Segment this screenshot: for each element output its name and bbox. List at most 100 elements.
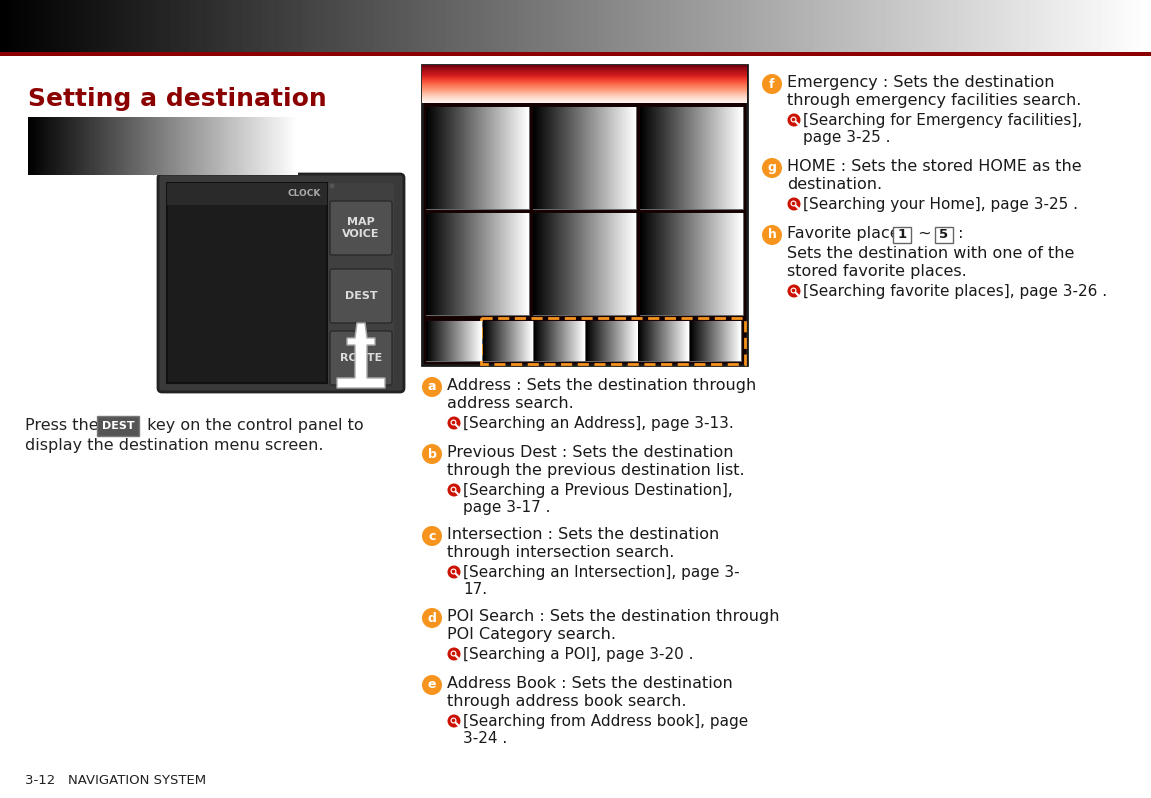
Bar (640, 213, 744, 315)
Text: d: d (435, 219, 444, 232)
Text: h: h (488, 326, 496, 336)
Text: 5: 5 (710, 334, 721, 348)
Text: d: d (427, 611, 436, 625)
Bar (167, 183, 327, 205)
Text: [Searching your Home], page 3-25 .: [Searching your Home], page 3-25 . (803, 197, 1078, 212)
Text: through the previous destination list.: through the previous destination list. (447, 463, 745, 478)
Text: functions: functions (38, 138, 119, 153)
Circle shape (450, 420, 457, 425)
Circle shape (645, 110, 664, 130)
Text: f: f (769, 77, 775, 90)
Text: 3-24 .: 3-24 . (463, 731, 508, 746)
Circle shape (329, 184, 335, 188)
Text: Previous Dest : Sets the destination: Previous Dest : Sets the destination (447, 445, 733, 460)
Text: 17.: 17. (463, 582, 487, 597)
Circle shape (792, 202, 795, 205)
Circle shape (451, 652, 456, 655)
Circle shape (448, 484, 460, 496)
Text: c: c (428, 530, 436, 543)
Circle shape (451, 488, 456, 492)
Circle shape (787, 197, 800, 211)
Text: HOME: HOME (430, 334, 478, 348)
Circle shape (448, 566, 460, 579)
Circle shape (792, 289, 795, 292)
Text: a: a (436, 113, 444, 127)
Text: Destination menu screen and: Destination menu screen and (38, 120, 290, 135)
Text: MAP
VOICE: MAP VOICE (342, 217, 380, 239)
Bar (533, 107, 637, 209)
Text: b: b (427, 448, 436, 460)
Circle shape (422, 444, 442, 464)
Text: Press the: Press the (25, 418, 104, 433)
Text: f: f (651, 219, 657, 232)
Text: [Searching an Address], page 3-13.: [Searching an Address], page 3-13. (463, 416, 733, 431)
Text: Emergency : Sets the destination: Emergency : Sets the destination (787, 75, 1054, 90)
Text: POI Search : Sets the destination through: POI Search : Sets the destination throug… (447, 609, 779, 624)
Text: 4: 4 (658, 334, 669, 348)
Text: c: c (650, 113, 657, 127)
Circle shape (450, 568, 457, 575)
Bar (935, 227, 953, 243)
Circle shape (538, 216, 557, 236)
Text: 3: 3 (607, 334, 616, 348)
Text: [Searching favorite places], page 3-26 .: [Searching favorite places], page 3-26 . (803, 284, 1107, 299)
Text: :: : (953, 226, 963, 241)
Circle shape (762, 158, 782, 178)
FancyBboxPatch shape (330, 269, 392, 323)
Text: key on the control panel to: key on the control panel to (142, 418, 364, 433)
Circle shape (791, 117, 796, 123)
Text: [Searching for Emergency facilities],: [Searching for Emergency facilities], (803, 113, 1082, 128)
Circle shape (450, 717, 457, 724)
Text: [Searching an Intersection], page 3-: [Searching an Intersection], page 3- (463, 565, 740, 580)
FancyBboxPatch shape (330, 201, 392, 255)
FancyBboxPatch shape (158, 174, 404, 392)
Text: [Searching a POI], page 3-20 .: [Searching a POI], page 3-20 . (463, 647, 694, 662)
Text: ~: ~ (913, 226, 937, 241)
Circle shape (762, 225, 782, 245)
Circle shape (451, 719, 456, 722)
Circle shape (645, 216, 664, 236)
Text: 5: 5 (939, 228, 948, 242)
Text: Sets the destination with one of the: Sets the destination with one of the (787, 246, 1074, 261)
Bar (534, 321, 585, 361)
Text: Intersection : Sets the destination: Intersection : Sets the destination (447, 527, 719, 542)
Text: b: b (542, 113, 551, 127)
Circle shape (450, 487, 457, 492)
Text: page 3-17 .: page 3-17 . (463, 500, 550, 515)
Text: DEST: DEST (101, 421, 135, 431)
Bar (586, 321, 637, 361)
Bar (638, 321, 689, 361)
Text: 1: 1 (503, 334, 513, 348)
Text: [Searching from Address book], page: [Searching from Address book], page (463, 714, 748, 729)
Circle shape (483, 322, 501, 340)
Circle shape (791, 287, 796, 294)
Text: [Searching a Previous Destination],: [Searching a Previous Destination], (463, 483, 733, 498)
Text: destination.: destination. (787, 177, 882, 192)
Text: through intersection search.: through intersection search. (447, 545, 674, 560)
Bar (640, 107, 744, 209)
Circle shape (450, 650, 457, 657)
Bar (0, 50, 1151, 56)
Circle shape (422, 377, 442, 397)
Text: address search.: address search. (447, 396, 573, 411)
Bar (422, 65, 747, 365)
Text: a: a (428, 381, 436, 393)
Bar (426, 213, 529, 315)
Bar (893, 227, 910, 243)
Text: NAVIGATION SYSTEM: NAVIGATION SYSTEM (168, 16, 448, 40)
Bar (481, 318, 745, 364)
Text: through address book search.: through address book search. (447, 694, 686, 709)
Text: 2: 2 (555, 334, 564, 348)
Circle shape (448, 417, 460, 429)
Bar (328, 183, 394, 383)
Text: g: g (768, 161, 777, 175)
Text: h: h (768, 228, 777, 242)
FancyBboxPatch shape (330, 331, 392, 385)
Text: POI Category search.: POI Category search. (447, 627, 616, 642)
Text: g: g (433, 326, 441, 336)
Text: Address Book: Address Book (539, 295, 630, 309)
Text: ROUTE: ROUTE (340, 353, 382, 363)
Circle shape (428, 322, 445, 340)
FancyBboxPatch shape (97, 416, 139, 436)
Circle shape (762, 74, 782, 94)
